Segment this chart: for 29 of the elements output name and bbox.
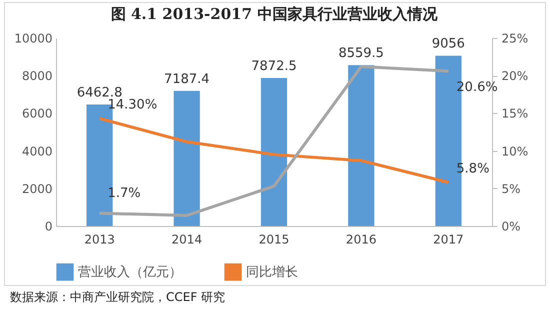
chart-title: 图 4.1 2013-2017 中国家具行业营业收入情况 <box>110 5 438 23</box>
x-tick-label: 2013 <box>84 232 115 246</box>
data-label: 7187.4 <box>164 72 210 87</box>
bar <box>174 90 200 226</box>
data-label: 8559.5 <box>338 46 384 62</box>
y2-tick-label: 25% <box>502 32 528 46</box>
y2-tick-label: 5% <box>502 182 521 196</box>
bar <box>348 65 374 226</box>
x-tick-label: 2017 <box>433 232 464 246</box>
y-tick-label: 0 <box>44 220 52 234</box>
line-series <box>98 116 450 184</box>
legend-label: 营业收入（亿元） <box>78 265 182 280</box>
y2-tick-label: 10% <box>502 144 528 158</box>
y2-tick-label: 15% <box>502 106 528 121</box>
source-note: 数据来源：中商产业研究院，CCEF 研究 <box>9 289 226 306</box>
data-label: 7872.5 <box>251 58 297 74</box>
x-tick-label: 2016 <box>346 232 376 246</box>
legend-label: 同比增长 <box>246 265 298 280</box>
y-tick-label: 10000 <box>14 32 52 46</box>
y2-tick-label: 20% <box>502 69 528 84</box>
y-tick-label: 8000 <box>22 69 52 84</box>
data-label: 9056 <box>432 36 465 52</box>
y-tick-label: 6000 <box>22 106 52 121</box>
y-tick-label: 4000 <box>22 144 52 158</box>
bar <box>260 78 288 226</box>
x-tick-label: 2015 <box>258 232 290 246</box>
y2-tick-label: 0% <box>502 220 521 234</box>
x-tick-label: 2014 <box>172 232 202 246</box>
y-tick-label: 2000 <box>22 182 52 196</box>
